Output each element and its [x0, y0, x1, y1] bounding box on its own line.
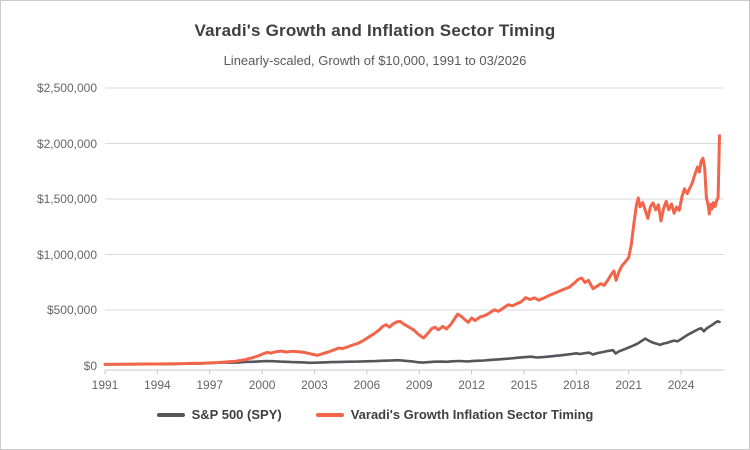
- chart-subtitle: Linearly-scaled, Growth of $10,000, 1991…: [223, 53, 527, 68]
- legend: S&P 500 (SPY) Varadi's Growth Inflation S…: [1, 407, 749, 422]
- x-axis-label: 2021: [615, 378, 643, 392]
- legend-label: Varadi's Growth Inflation Sector Timing: [350, 407, 594, 422]
- x-axis-label: 2000: [248, 378, 276, 392]
- x-axis-label: 2009: [405, 378, 433, 392]
- x-axis-label: 1997: [196, 378, 224, 392]
- x-axis-label: 2012: [458, 378, 485, 392]
- series-line-0: [103, 319, 721, 366]
- chart-title: Varadi's Growth and Inflation Sector Tim…: [194, 21, 556, 40]
- x-axis-label: 2003: [301, 378, 328, 392]
- x-axis-label: 2024: [667, 378, 695, 392]
- x-axis-label: 1991: [91, 378, 119, 392]
- y-axis-label: $500,000: [46, 303, 97, 317]
- y-axis-label: $1,500,000: [36, 192, 97, 206]
- x-axis-label: 2015: [510, 378, 538, 392]
- legend-swatch-icon: [156, 412, 185, 417]
- legend-label: S&P 500 (SPY): [191, 407, 282, 422]
- y-axis-label: $2,500,000: [36, 81, 97, 95]
- y-axis-label: $1,000,000: [36, 247, 97, 262]
- legend-item-1[interactable]: Varadi's Growth Inflation Sector Timing: [315, 407, 594, 422]
- legend-item-0[interactable]: S&P 500 (SPY): [156, 407, 282, 422]
- x-axis-label: 1994: [144, 378, 171, 392]
- x-axis-label: 2018: [562, 378, 590, 392]
- legend-swatch-icon: [315, 412, 344, 417]
- y-axis-label: $0: [83, 358, 97, 373]
- y-axis-label: $2,000,000: [36, 136, 97, 151]
- x-axis-label: 2006: [353, 378, 381, 392]
- series-line-1: [103, 134, 721, 366]
